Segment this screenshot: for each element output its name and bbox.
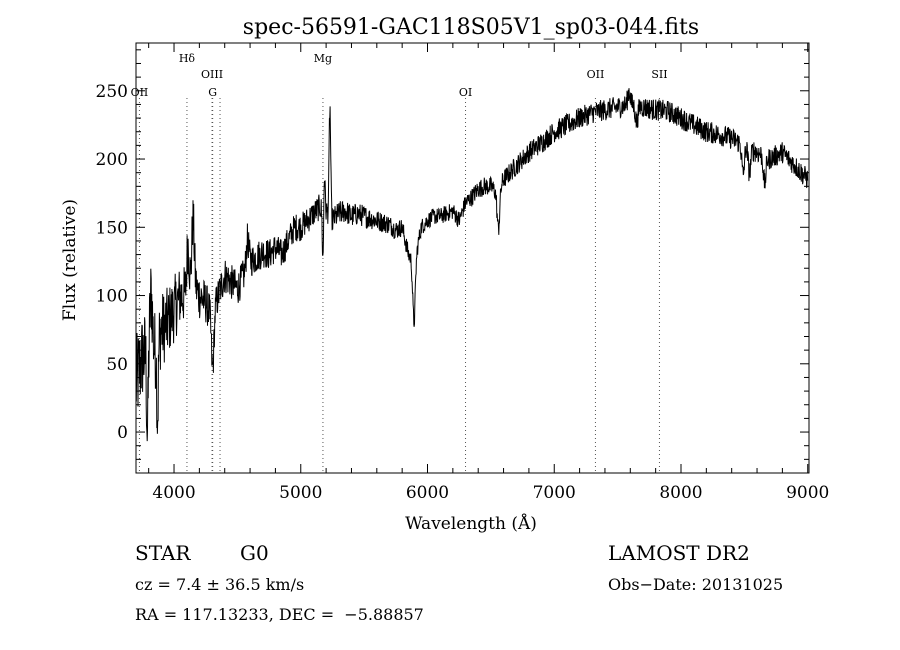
x-tick-label: 7000 (533, 483, 576, 503)
spectrum-line (135, 88, 809, 442)
y-axis-label: Flux (relative) (60, 199, 80, 321)
redshift-velocity: cz = 7.4 ± 36.5 km/s (135, 575, 305, 594)
emission-line-label: G (208, 86, 217, 99)
x-tick-label: 6000 (406, 483, 449, 503)
plot-frame (135, 42, 810, 474)
x-tick-label: 8000 (659, 483, 702, 503)
y-axis-ticks: 0 50 100 150 200 250 (96, 49, 809, 474)
emission-line-labels: OII Hδ OIII G Mg OI OII SII (131, 52, 668, 99)
emission-line-label: SII (651, 68, 667, 81)
x-axis-label: Wavelength (Å) (405, 513, 537, 534)
y-tick-label: 150 (96, 218, 128, 238)
x-tick-label: 5000 (279, 483, 322, 503)
x-axis-ticks: 4000 5000 6000 7000 8000 9000 (148, 43, 829, 503)
y-tick-label: 50 (106, 355, 128, 375)
y-tick-label: 0 (117, 423, 128, 443)
emission-line-label: OIII (201, 68, 223, 81)
emission-line-label: OII (131, 86, 149, 99)
x-tick-label: 4000 (152, 483, 195, 503)
emission-line-markers (138, 98, 660, 473)
emission-line-label: Hδ (179, 52, 196, 65)
y-tick-label: 100 (96, 287, 128, 307)
object-class: STAR (135, 541, 191, 565)
object-subclass: G0 (240, 541, 269, 565)
emission-line-label: OI (459, 86, 472, 99)
y-tick-label: 200 (96, 150, 128, 170)
survey-name: LAMOST DR2 (608, 541, 750, 565)
x-tick-label: 9000 (786, 483, 829, 503)
emission-line-label: OII (587, 68, 605, 81)
chart-title: spec-56591-GAC118S05V1_sp03-044.fits (243, 15, 699, 40)
y-tick-label: 250 (96, 82, 128, 102)
observation-date: Obs−Date: 20131025 (608, 575, 784, 594)
ra-dec-coordinates: RA = 117.13233, DEC = −5.88857 (135, 605, 424, 624)
emission-line-label: Mg (314, 52, 332, 65)
